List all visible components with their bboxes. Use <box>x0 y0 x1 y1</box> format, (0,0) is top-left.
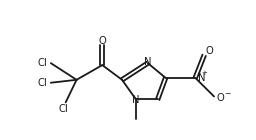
Text: Cl: Cl <box>37 78 47 88</box>
Text: O: O <box>98 36 106 46</box>
Text: O: O <box>205 46 213 56</box>
Text: Cl: Cl <box>37 58 47 68</box>
Text: Cl: Cl <box>59 104 69 114</box>
Text: O: O <box>216 93 224 103</box>
Text: +: + <box>201 70 207 76</box>
Text: N: N <box>132 95 140 105</box>
Text: N: N <box>144 57 152 67</box>
Text: −: − <box>224 89 230 98</box>
Text: N: N <box>198 73 206 83</box>
